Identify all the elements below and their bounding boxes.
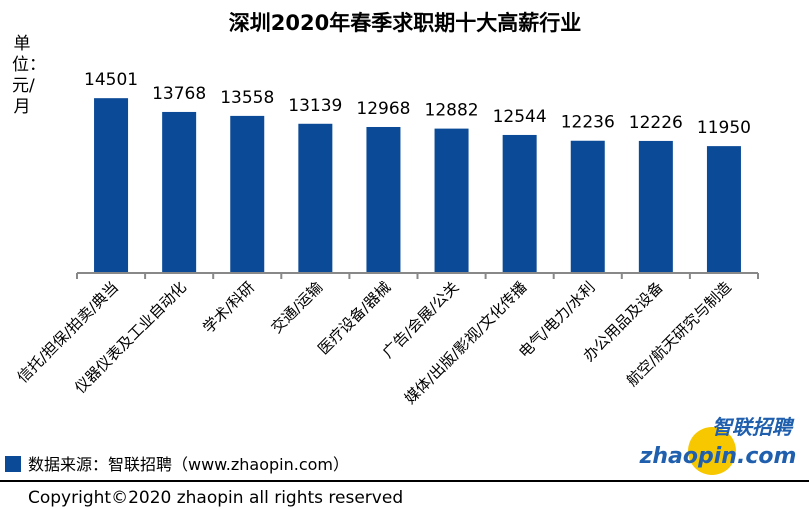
source-note: 数据来源：智联招聘（www.zhaopin.com） xyxy=(28,455,349,474)
bar xyxy=(230,115,265,273)
bar xyxy=(162,111,197,273)
data-label: 12968 xyxy=(356,99,410,119)
zhaopin-logo: 智联招聘 zhaopin.com xyxy=(639,415,797,475)
bar xyxy=(366,126,401,273)
logo-en: zhaopin.com xyxy=(639,444,797,469)
x-tick-label: 仪器仪表及工业自动化 xyxy=(71,278,190,397)
y-axis-label: 单位：元/月 xyxy=(12,34,46,117)
logo-cn: 智联招聘 xyxy=(712,415,795,439)
x-tick-label: 学术/科研 xyxy=(199,278,258,337)
x-tick-label: 媒体/出版/影视/文化传播 xyxy=(401,278,531,408)
bar xyxy=(434,128,469,273)
data-label: 12226 xyxy=(629,113,683,133)
data-label: 13558 xyxy=(220,88,274,108)
bar xyxy=(706,146,741,273)
data-label: 12236 xyxy=(561,113,615,133)
data-label: 12882 xyxy=(425,101,479,121)
bar xyxy=(638,140,673,273)
bar xyxy=(570,140,605,273)
chart-title: 深圳2020年春季求职期十大高薪行业 xyxy=(229,11,581,35)
data-label: 13768 xyxy=(152,84,206,104)
data-label: 13139 xyxy=(288,96,342,116)
x-tick-label: 交通/运输 xyxy=(267,278,326,337)
bar xyxy=(502,134,537,273)
copyright: Copyright©2020 zhaopin all rights reserv… xyxy=(28,488,403,508)
data-label: 11950 xyxy=(697,118,751,138)
legend-swatch xyxy=(5,456,21,472)
bar xyxy=(298,123,333,273)
bar xyxy=(94,98,129,273)
data-label: 12544 xyxy=(493,107,547,127)
data-label: 14501 xyxy=(84,70,138,90)
